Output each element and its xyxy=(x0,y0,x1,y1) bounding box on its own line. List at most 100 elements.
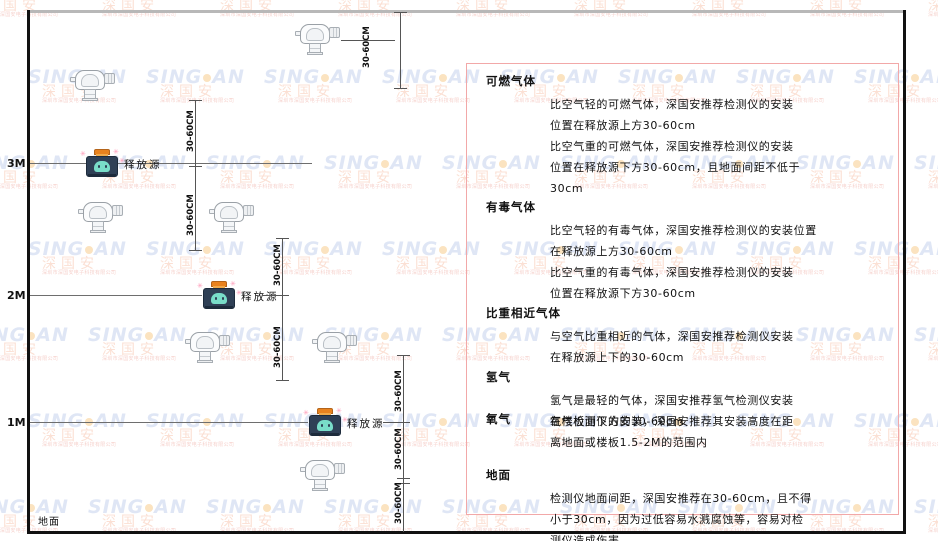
source-base xyxy=(311,433,339,436)
section-text-toxic-gas-light: 比空气轻的有毒气体，深国安推荐检测仪的安装位置 在释放源上方30-60cm xyxy=(550,224,817,258)
source-face xyxy=(211,293,227,304)
section-text-toxic-gas-heavy: 比空气重的有毒气体，深国安推荐检测仪的安装 位置在释放源下方30-60cm xyxy=(550,266,794,300)
detector-top-center xyxy=(295,22,343,56)
source-face xyxy=(317,420,333,431)
ceiling-line xyxy=(27,10,906,13)
detector-foot xyxy=(90,230,106,233)
detector-foot xyxy=(197,360,213,363)
detector-sensor-module xyxy=(329,27,340,38)
floor-line xyxy=(27,531,906,534)
dimension-tick xyxy=(397,355,410,356)
detector-inner xyxy=(311,464,329,477)
release-source-3m: ✳ ✳ ✳ xyxy=(80,148,125,177)
dimension-tick xyxy=(189,100,202,101)
release-source-label-2m: 释放源 xyxy=(241,291,279,303)
release-source-label-3m: 释放源 xyxy=(124,159,162,171)
detector-inner xyxy=(323,336,341,349)
source-eye-right xyxy=(328,424,330,427)
detector-foot xyxy=(324,360,340,363)
level-label-1m: 1M xyxy=(7,416,26,429)
section-heading-toxic-gas: 有毒气体 xyxy=(486,200,536,214)
sparkle-icon: ✳ xyxy=(113,148,119,156)
section-text-ground: 检测仪地面间距，深国安推荐在30-60cm，且不得 小于30cm，因为过低容易水… xyxy=(550,492,812,541)
source-neck xyxy=(319,413,331,416)
sparkle-icon: ✳ xyxy=(236,289,242,297)
sparkle-icon: ✳ xyxy=(303,409,309,417)
source-neck xyxy=(213,286,225,289)
dimension-label-col3-lower: 30-60CM xyxy=(394,482,404,524)
detector-below-2m-right xyxy=(312,330,360,364)
section-heading-hydrogen: 氢气 xyxy=(486,370,511,384)
detector-sensor-module xyxy=(219,335,230,346)
dimension-tick xyxy=(394,12,407,13)
level-label-3m: 3M xyxy=(7,157,26,170)
detector-below-1m xyxy=(300,458,348,492)
section-text-flammable-gas-light: 比空气轻的可燃气体，深国安推荐检测仪的安装 位置在释放源上方30-60cm xyxy=(550,98,794,132)
dimension-label-col3-middle: 30-60CM xyxy=(394,428,404,470)
dimension-tick xyxy=(276,380,289,381)
section-text-hydrogen: 氢气是最轻的气体，深国安推荐氢气检测仪安装 在楼板面下方的30-60cm xyxy=(550,394,794,428)
detector-inner xyxy=(196,336,214,349)
sparkle-icon: ✳ xyxy=(336,407,342,415)
dimension-axis-col2 xyxy=(282,238,283,380)
dimension-label-col2-upper: 30-60CM xyxy=(273,244,283,286)
source-face xyxy=(94,161,110,172)
dimension-tick xyxy=(397,483,410,484)
dimension-label-col1-lower: 30-60CM xyxy=(186,194,196,236)
source-base xyxy=(205,306,233,309)
specification-panel: 可燃气体 比空气轻的可燃气体，深国安推荐检测仪的安装 位置在释放源上方30-60… xyxy=(466,63,899,541)
detector-below-2m-left xyxy=(185,330,233,364)
level-line-2m xyxy=(30,295,202,296)
dimension-leader xyxy=(262,295,284,296)
section-heading-flammable-gas: 可燃气体 xyxy=(486,74,536,88)
detector-sensor-module xyxy=(104,73,115,84)
dimension-axis-col3 xyxy=(403,355,404,532)
right-wall xyxy=(903,10,906,534)
detector-foot xyxy=(312,488,328,491)
left-wall xyxy=(27,10,30,534)
dimension-leader xyxy=(341,40,395,41)
release-source-2m: ✳ ✳ ✳ xyxy=(197,280,242,309)
detector-sensor-module xyxy=(243,205,254,216)
source-eye-right xyxy=(222,297,224,300)
detector-sensor-module xyxy=(112,205,123,216)
detector-foot xyxy=(307,52,323,55)
detector-sensor-module xyxy=(334,463,345,474)
detector-foot xyxy=(221,230,237,233)
dimension-label-col3-upper: 30-60CM xyxy=(394,370,404,412)
source-eye-left xyxy=(215,297,217,300)
dimension-tick xyxy=(189,166,202,167)
dimension-label-top: 30-60CM xyxy=(362,26,372,68)
source-eye-left xyxy=(321,424,323,427)
dimension-label-col1-upper: 30-60CM xyxy=(186,110,196,152)
sparkle-icon: ✳ xyxy=(119,157,125,165)
sparkle-icon: ✳ xyxy=(230,280,236,288)
source-eye-left xyxy=(98,165,100,168)
detector-inner xyxy=(81,74,99,87)
level-line-1m xyxy=(30,422,308,423)
level-label-2m: 2M xyxy=(7,289,26,302)
detector-foot xyxy=(82,98,98,101)
detector-inner xyxy=(220,206,238,219)
source-neck xyxy=(96,154,108,157)
ground-label: 地面 xyxy=(38,517,60,528)
detector-below-3m-left xyxy=(78,200,126,234)
section-text-similar-density-gas: 与空气比重相近的气体，深国安推荐检测仪安装 在释放源上下的30-60cm xyxy=(550,330,794,364)
level-line-3m xyxy=(30,163,312,164)
section-heading-oxygen: 氧气 xyxy=(486,412,511,426)
dimension-axis-col1 xyxy=(195,100,196,250)
sparkle-icon: ✳ xyxy=(197,282,203,290)
release-source-label-1m: 释放源 xyxy=(347,418,385,430)
dimension-tick xyxy=(394,88,407,89)
dimension-tick xyxy=(189,250,202,251)
sparkle-icon: ✳ xyxy=(80,150,86,158)
source-eye-right xyxy=(105,165,107,168)
section-heading-ground: 地面 xyxy=(486,468,511,482)
dimension-axis-top xyxy=(400,12,401,88)
detector-below-3m-right xyxy=(209,200,257,234)
section-text-oxygen: 氧气检测仪的安装，深国安推荐其安装高度在距 离地面或楼板1.5-2M的范围内 xyxy=(550,415,794,449)
dimension-tick xyxy=(397,478,410,479)
dimension-leader xyxy=(383,422,405,423)
